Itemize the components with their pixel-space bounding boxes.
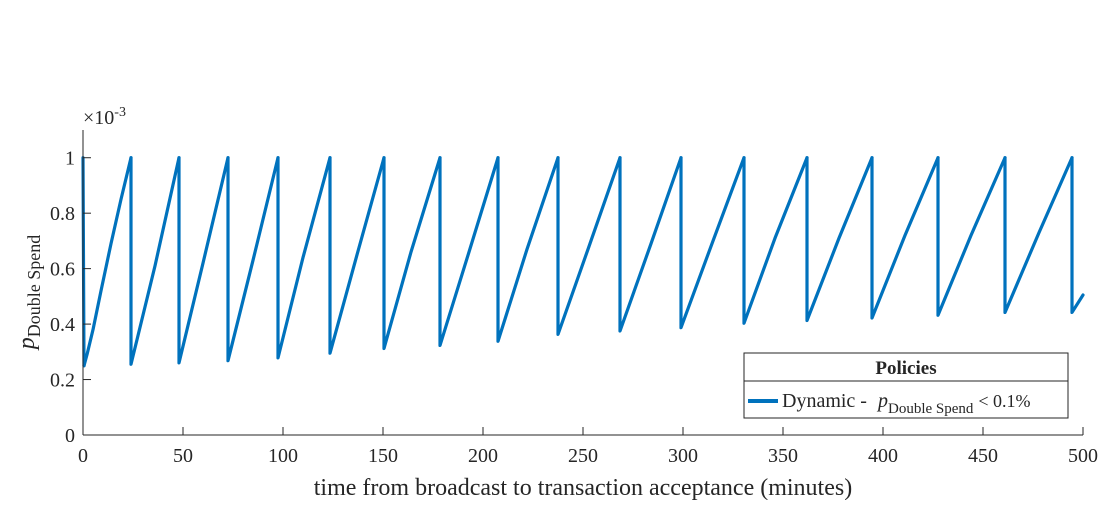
y-axis-label-sub: Double Spend (24, 235, 44, 338)
axis-labels: time from broadcast to transaction accep… (14, 105, 852, 501)
x-tick-label: 100 (268, 445, 298, 467)
series-line-segment (382, 156, 442, 351)
x-tick-label: 350 (768, 445, 798, 467)
y-tick-label: 0.6 (50, 259, 75, 281)
series-line-segment (1003, 156, 1074, 315)
y-tick-label: 0 (65, 425, 75, 447)
series-line-segment (438, 156, 500, 348)
series-line-segment (805, 156, 874, 323)
y-tick-label: 0.8 (50, 203, 75, 225)
x-tick-label: 150 (368, 445, 398, 467)
series-line-segment (556, 156, 622, 336)
plot-area (81, 156, 1085, 368)
x-tick-label: 450 (968, 445, 998, 467)
legend-title: Policies (875, 358, 936, 379)
series-line-segment (177, 156, 230, 365)
series-line-segment (1070, 156, 1085, 315)
axes: 0 50 100 150 200 250 300 350 400 450 500 0 0.2 0.4 0.6… (50, 130, 1098, 467)
series-line-segment (496, 156, 560, 343)
x-tick-label: 250 (568, 445, 598, 467)
x-axis-label: time from broadcast to transaction accep… (314, 475, 852, 500)
series-line-segment (226, 156, 280, 363)
series-line-segment (328, 156, 386, 355)
y-axis-label-var: p (14, 337, 40, 351)
series-line-segment (276, 156, 332, 360)
y-exponent-base: ×10 (83, 107, 114, 129)
legend-entry-suffix: < 0.1% (978, 391, 1030, 411)
series-line-segment (129, 156, 181, 366)
y-tick-label: 1 (65, 148, 75, 170)
y-exponent-label: ×10-3 (83, 105, 126, 129)
x-tick-label: 200 (468, 445, 498, 467)
series-line-segment (742, 156, 809, 325)
legend-entry: Dynamic - pDouble Spend < 0.1% (782, 390, 1031, 417)
legend-box (743, 352, 1069, 419)
legend-entry-prefix: Dynamic - (782, 390, 872, 412)
svg-text:pDouble Spend: pDouble Spend (14, 235, 44, 352)
y-tick-label: 0.4 (50, 314, 75, 336)
legend: Policies Dynamic - pDouble Spend < 0.1% (743, 352, 1069, 419)
x-tick-label: 500 (1068, 445, 1098, 467)
y-axis-label: pDouble Spend (14, 235, 44, 352)
legend-entry-var: p (876, 390, 888, 412)
series-line-segment (82, 156, 133, 368)
series-line-segment (936, 156, 1007, 317)
x-tick-label: 300 (668, 445, 698, 467)
x-tick-label: 400 (868, 445, 898, 467)
series-line-segment (870, 156, 940, 320)
series-line-segment (618, 156, 683, 333)
series-line-segment (679, 156, 746, 330)
y-tick-label: 0.2 (50, 370, 75, 392)
legend-entry-sub: Double Spend (888, 401, 974, 417)
x-tick-label: 50 (173, 445, 193, 467)
x-tick-label: 0 (78, 445, 88, 467)
y-exponent-power: -3 (114, 105, 126, 120)
